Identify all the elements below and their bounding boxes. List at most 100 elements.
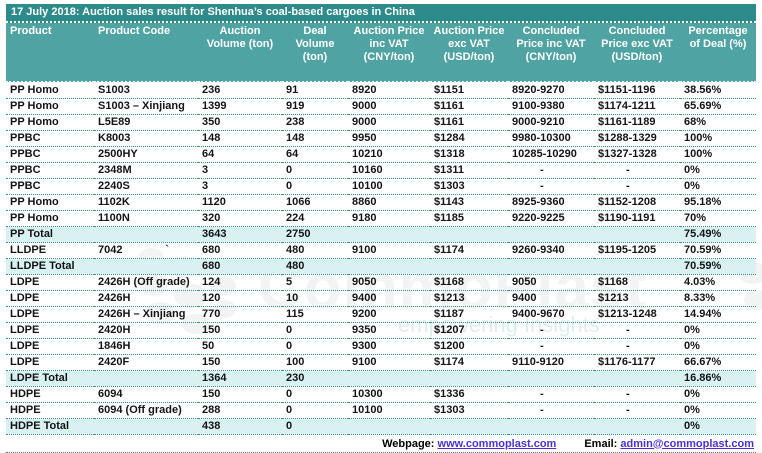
cell: LDPE	[6, 322, 94, 339]
table-row: HDPE 6094 (Off grade) 288 0 10100 $1303- -0%	[6, 402, 756, 419]
cell: 0	[282, 386, 348, 403]
cell: LDPE	[6, 354, 94, 371]
cell: -	[508, 402, 594, 419]
column-header: Auction Volume (ton)	[198, 23, 282, 83]
total-row: HDPE Total 438 0 0%	[6, 418, 756, 435]
cell: -	[508, 338, 594, 355]
cell: $1187	[430, 306, 508, 323]
cell: 100%	[680, 146, 756, 163]
cell	[594, 258, 680, 275]
cell: 1364	[198, 370, 282, 387]
cell: 438	[198, 418, 282, 435]
cell: 70.59%	[680, 258, 756, 275]
cell	[348, 418, 430, 435]
cell: 4.03%	[680, 274, 756, 291]
column-header: Concluded Price exc VAT (USD/ton)	[594, 23, 680, 83]
total-row: LDPE Total 1364 230 16.86%	[6, 370, 756, 387]
table-row: LDPE 2426H – Xinjiang 770 115 9200 $1187 9400-…	[6, 306, 756, 323]
cell: 1846H	[94, 338, 198, 355]
cell: 5	[282, 274, 348, 291]
cell: 9300	[348, 338, 430, 355]
cell: 0%	[680, 322, 756, 339]
cell: 7042 `	[94, 242, 198, 259]
cell: LDPE Total	[6, 370, 94, 387]
cell: 2240S	[94, 178, 198, 195]
cell: PP Homo	[6, 114, 94, 131]
cell: 2426H – Xinjiang	[94, 306, 198, 323]
cell: 480	[282, 242, 348, 259]
table-row: PP Homo S1003 – Xinjiang 1399 919 9000 $1161 9…	[6, 98, 756, 115]
cell: 65.69%	[680, 98, 756, 115]
column-header: Percentage of Deal (%)	[680, 23, 756, 83]
cell: 0%	[680, 338, 756, 355]
table-row: LLDPE 7042 ` 680 480 9100 $1174 9260-9340 $1195…	[6, 242, 756, 259]
report-title: 17 July 2018: Auction sales result for S…	[6, 4, 756, 23]
cell: 1066	[282, 194, 348, 211]
table-row: PPBC 2500HY 64 64 10210 $1318 10285-10290 $1327…	[6, 146, 756, 163]
cell: 9350	[348, 322, 430, 339]
cell: 9950	[348, 130, 430, 147]
cell: 50	[198, 338, 282, 355]
table-row: PPBC K8003 148 148 9950 $1284 9980-10300 $1288-…	[6, 130, 756, 147]
cell: LDPE	[6, 274, 94, 291]
cell	[94, 418, 198, 435]
cell: 0	[282, 338, 348, 355]
column-header: Deal Volume (ton)	[282, 23, 348, 83]
cell: 3	[198, 162, 282, 179]
cell	[594, 418, 680, 435]
auction-results-table: Product Product Code Auction Volume (ton) D…	[6, 23, 756, 435]
cell: 38.56%	[680, 82, 756, 99]
cell: 2500HY	[94, 146, 198, 163]
cell	[594, 226, 680, 243]
cell: 680	[198, 242, 282, 259]
cell: S1003 – Xinjiang	[94, 98, 198, 115]
cell: $1168	[594, 274, 680, 291]
cell	[348, 370, 430, 387]
cell: PPBC	[6, 146, 94, 163]
cell: PP Homo	[6, 210, 94, 227]
cell: 1100N	[94, 210, 198, 227]
cell: 9110-9120	[508, 354, 594, 371]
cell: 770	[198, 306, 282, 323]
cell: PP Homo	[6, 82, 94, 99]
cell: 2426H	[94, 290, 198, 307]
cell: $1185	[430, 210, 508, 227]
cell: LDPE	[6, 306, 94, 323]
cell: $1168	[430, 274, 508, 291]
table-row: HDPE 6094 150 0 10300 $1336- -0%	[6, 386, 756, 403]
cell: 148	[198, 130, 282, 147]
cell: 150	[198, 322, 282, 339]
cell: 2348M	[94, 162, 198, 179]
cell	[508, 258, 594, 275]
cell: $1195-1205	[594, 242, 680, 259]
cell: 124	[198, 274, 282, 291]
report: 17 July 2018: Auction sales result for S…	[6, 4, 756, 453]
cell: $1161	[430, 98, 508, 115]
cell: HDPE	[6, 386, 94, 403]
cell: $1318	[430, 146, 508, 163]
cell	[508, 370, 594, 387]
cell: 10210	[348, 146, 430, 163]
column-header: Product Code	[94, 23, 198, 83]
cell: 8925-9360	[508, 194, 594, 211]
cell: $1190-1191	[594, 210, 680, 227]
cell: 150	[198, 354, 282, 371]
cell: $1336	[430, 386, 508, 403]
cell: -	[508, 386, 594, 403]
cell	[94, 370, 198, 387]
cell: 9220-9225	[508, 210, 594, 227]
cell: 6094 (Off grade)	[94, 402, 198, 419]
cell: LDPE	[6, 290, 94, 307]
cell: 95.18%	[680, 194, 756, 211]
cell: $1311	[430, 162, 508, 179]
webpage-link[interactable]: www.commoplast.com	[437, 437, 557, 450]
cell: 238	[282, 114, 348, 131]
cell: $1303	[430, 402, 508, 419]
cell: 8.33%	[680, 290, 756, 307]
cell	[348, 226, 430, 243]
cell: -	[508, 322, 594, 339]
column-header: Auction Price inc VAT (CNY/ton)	[348, 23, 430, 83]
cell: 9000	[348, 98, 430, 115]
cell: LDPE	[6, 338, 94, 355]
email-link[interactable]: admin@commoplast.com	[620, 437, 754, 450]
